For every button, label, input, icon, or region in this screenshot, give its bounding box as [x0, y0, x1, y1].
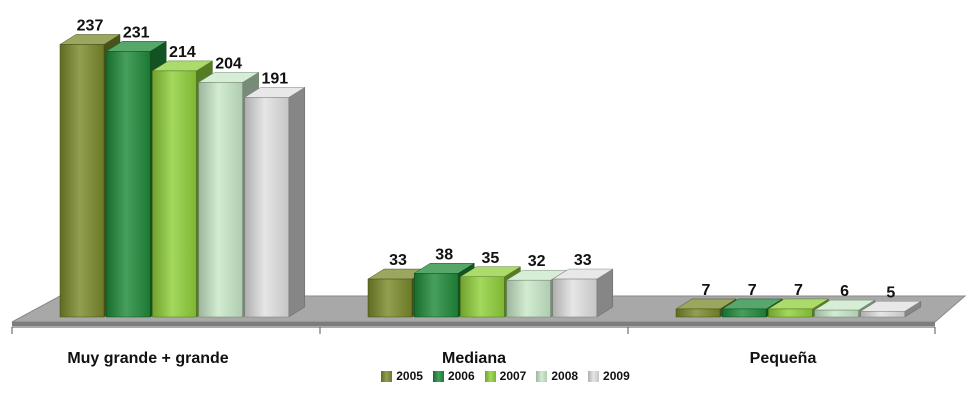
bar-front	[198, 82, 243, 318]
data-label: 191	[261, 70, 288, 87]
data-label: 6	[840, 283, 849, 300]
legend-label: 2007	[499, 369, 527, 383]
bar-front	[152, 70, 197, 318]
bar-front	[367, 278, 413, 318]
legend-swatch	[381, 370, 393, 382]
data-label: 35	[482, 250, 500, 267]
data-label: 7	[794, 282, 803, 299]
bar-2009-1	[243, 86, 306, 318]
bar-front	[860, 311, 906, 318]
data-label: 33	[389, 252, 407, 269]
legend-label: 2009	[603, 369, 630, 383]
bar-front	[552, 278, 598, 318]
legend-label: 2005	[396, 369, 423, 383]
data-label: 231	[123, 24, 150, 41]
bar-2009-2	[551, 268, 614, 318]
data-label: 33	[574, 252, 592, 269]
category-label: Muy grande + grande	[67, 350, 228, 367]
category-label: Pequeña	[750, 350, 817, 367]
data-label: 5	[886, 284, 895, 301]
data-label: 7	[702, 282, 711, 299]
data-label: 38	[435, 246, 453, 263]
legend-swatch	[432, 370, 444, 382]
bar-side	[288, 86, 306, 318]
data-label: 204	[215, 55, 242, 72]
data-label: 214	[169, 44, 196, 61]
bar-2009-3	[859, 300, 922, 318]
legend-swatch	[588, 370, 600, 382]
bar-front	[59, 44, 105, 318]
bar-front	[721, 308, 767, 318]
bar-front	[506, 279, 551, 318]
legend-item-2006: 2006	[432, 366, 475, 386]
legend: 2005 2006 2007 2008 2009	[0, 366, 969, 386]
bar-front	[413, 273, 459, 318]
legend-item-2009: 2009	[588, 366, 630, 386]
bar-front	[768, 308, 813, 318]
legend-label: 2008	[551, 369, 579, 383]
data-label: 32	[528, 253, 546, 270]
legend-item-2007: 2007	[484, 366, 527, 386]
legend-swatch	[484, 370, 496, 382]
bar-front	[814, 309, 859, 318]
category-label: Mediana	[442, 350, 506, 367]
bar-front	[460, 276, 505, 318]
data-label: 237	[77, 17, 104, 34]
bar-front	[675, 308, 721, 318]
legend-label: 2006	[447, 369, 475, 383]
chart-floor-edge	[12, 322, 935, 326]
legend-item-2008: 2008	[536, 366, 578, 386]
legend-swatch	[536, 370, 548, 382]
bar-front	[105, 51, 151, 318]
data-label: 7	[748, 282, 757, 299]
legend-item-2005: 2005	[381, 366, 423, 386]
bar-front	[244, 97, 290, 318]
